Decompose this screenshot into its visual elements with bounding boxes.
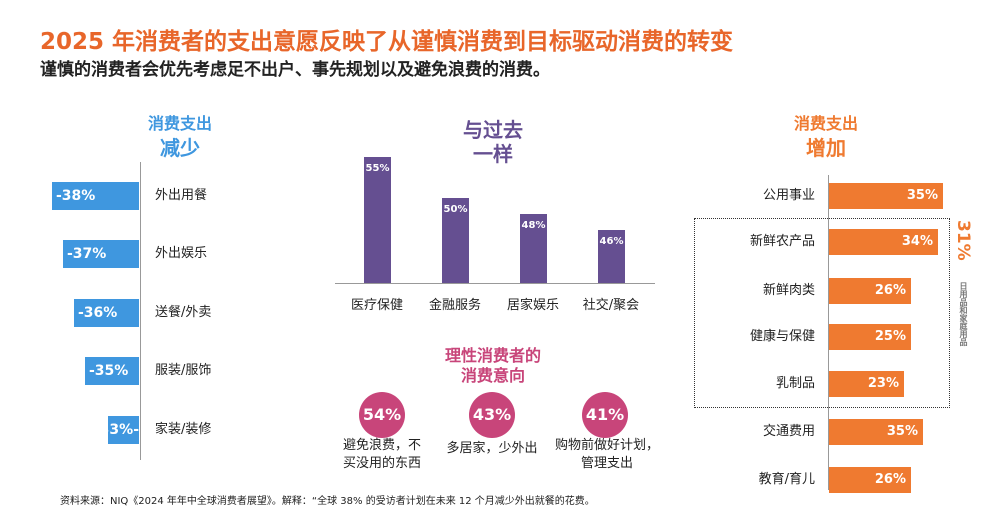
rational-circle: 43%: [469, 392, 515, 438]
header-line2: 消费意向: [460, 366, 525, 385]
increase-label: 健康与保健: [749, 329, 815, 344]
header-line1: 消费支出: [793, 114, 858, 133]
rational-circle: 54%: [359, 392, 405, 438]
header-line1: 消费支出: [147, 114, 212, 133]
same-label: 医疗保健: [350, 298, 403, 313]
increase-label: 新鲜肉类: [762, 283, 815, 298]
same-label: 金融服务: [428, 298, 481, 313]
header-line2: 增加: [806, 136, 846, 160]
rational-text: 购物前做好计划， 管理支出: [552, 437, 662, 473]
increase-bar: 26%: [829, 278, 911, 304]
decrease-label: 外出用餐: [155, 188, 208, 203]
group-box: [694, 218, 950, 408]
decrease-bar: -38%: [52, 182, 139, 210]
rational-header: 理性消费者的 消费意向: [423, 346, 563, 386]
increase-bar: 23%: [829, 371, 904, 397]
increase-label: 乳制品: [775, 376, 815, 391]
increase-bar: 35%: [829, 183, 943, 209]
header-line1: 与过去: [463, 118, 523, 142]
group-value: 31%: [953, 220, 973, 261]
decrease-label: 外出娱乐: [155, 246, 208, 261]
header-line1: 理性消费者的: [444, 346, 541, 365]
text-line: 管理支出: [580, 456, 633, 471]
same-bar: 46%: [598, 230, 625, 283]
same-label: 居家娱乐: [506, 298, 559, 313]
left-axis: [140, 162, 141, 460]
increase-label: 教育/育儿: [758, 472, 815, 487]
text-line: 购物前做好计划，: [554, 438, 659, 453]
right-axis: [828, 175, 829, 490]
middle-axis: [335, 283, 655, 284]
page-subtitle: 谨慎的消费者会优先考虑足不出户、事先规划以及避免浪费的消费。: [40, 60, 550, 80]
group-label: 日用品和家庭用品: [959, 282, 968, 346]
header-line2: 一样: [473, 142, 513, 166]
decrease-header: 消费支出 减少: [130, 112, 230, 160]
text-line: 多居家，少外出: [446, 441, 538, 456]
rational-text: 避免浪费，不 买没用的东西: [327, 437, 437, 473]
increase-bar: 35%: [829, 419, 923, 445]
decrease-label: 服装/服饰: [155, 363, 212, 378]
increase-bar: 25%: [829, 324, 911, 350]
decrease-bar: -36%: [74, 299, 139, 327]
header-line2: 减少: [160, 136, 200, 160]
increase-header: 消费支出 增加: [776, 112, 876, 160]
same-bar: 50%: [442, 198, 469, 283]
rational-circle: 41%: [582, 392, 628, 438]
same-bar: 55%: [364, 157, 391, 283]
same-label: 社交/聚会: [582, 298, 640, 313]
page-title: 2025 年消费者的支出意愿反映了从谨慎消费到目标驱动消费的转变: [40, 29, 734, 55]
same-header: 与过去 一样: [443, 118, 543, 166]
decrease-bar: -37%: [63, 240, 139, 268]
rational-text: 多居家，少外出: [437, 440, 547, 458]
increase-label: 新鲜农产品: [749, 234, 815, 249]
same-bar: 48%: [520, 214, 547, 283]
increase-label: 交通费用: [762, 424, 815, 439]
text-line: 买没用的东西: [342, 456, 421, 471]
text-line: 避免浪费，不: [342, 438, 421, 453]
source-footnote: 资料来源：NIQ《2024 年年中全球消费者展望》。解释：“全球 38% 的受访…: [60, 496, 595, 507]
decrease-label: 送餐/外卖: [155, 305, 212, 320]
decrease-bar: -35%: [85, 357, 139, 385]
increase-bar: 26%: [829, 467, 911, 493]
increase-bar: 34%: [829, 229, 938, 255]
decrease-bar: -33%: [100, 416, 139, 444]
decrease-label: 家装/装修: [155, 422, 212, 437]
increase-label: 公用事业: [762, 188, 815, 203]
